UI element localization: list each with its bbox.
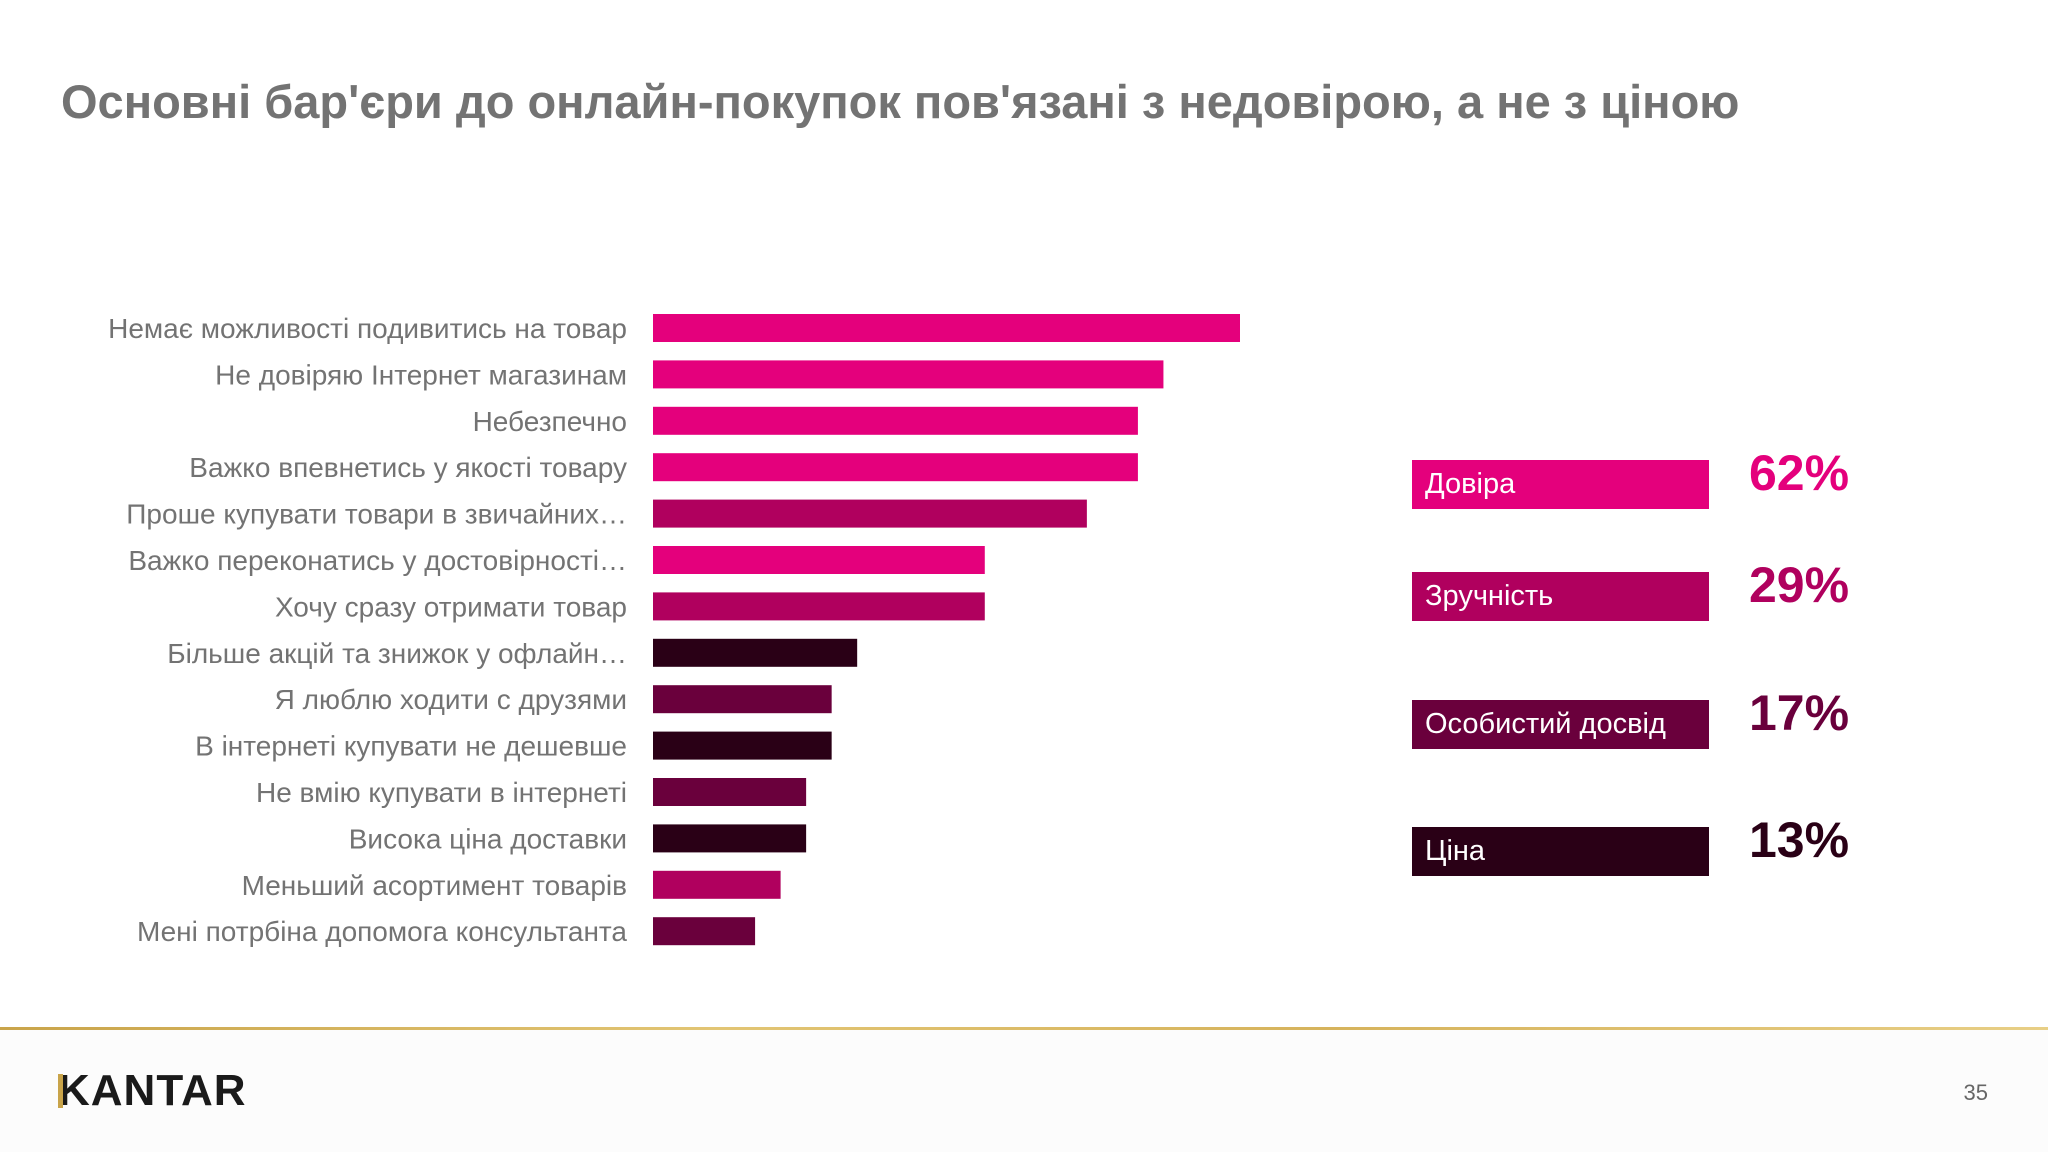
legend-label-experience: Особистий досвід	[1412, 700, 1709, 749]
bar-3	[653, 406, 1138, 435]
category-label-10: В інтернеті купувати не дешевше	[195, 731, 627, 762]
legend-value-trust: 62%	[1749, 445, 1850, 501]
category-label-5: Проше купувати товари в звичайних…	[126, 499, 627, 530]
bar-9	[653, 685, 832, 714]
category-label-12: Висока ціна доставки	[349, 823, 627, 854]
bar-7	[653, 592, 985, 621]
category-label-8: Більше акцій та знижок у офлайн…	[167, 638, 627, 669]
bar-10	[653, 731, 832, 760]
legend-label-convenience: Зручність	[1412, 572, 1709, 621]
page-title: Основні бар'єри до онлайн-покупок пов'яз…	[61, 75, 1740, 128]
category-label-14: Мені потрбіна допомога консультанта	[137, 916, 627, 947]
category-label-9: Я люблю ходити с друзями	[275, 684, 627, 715]
category-label-3: Небезпечно	[473, 406, 627, 437]
legend-value-experience: 17%	[1749, 685, 1850, 741]
footer-divider	[0, 1027, 2048, 1030]
legend-label-trust: Довіра	[1412, 460, 1709, 509]
legend-label-price: Ціна	[1412, 827, 1709, 876]
category-label-13: Меньший асортимент товарів	[242, 870, 627, 901]
bar-11	[653, 778, 807, 806]
category-label-1: Немає можливості подивитись на товар	[108, 313, 627, 344]
category-label-4: Важко впевнетись у якості товару	[189, 452, 627, 483]
bar-chart: Немає можливості подивитись на товар Не д…	[108, 313, 1240, 947]
page-number: 35	[1963, 1080, 1988, 1105]
footer	[0, 1030, 2048, 1152]
legend-value-price: 13%	[1749, 812, 1850, 868]
category-label-11: Не вмію купувати в інтернеті	[256, 777, 627, 808]
bar-2	[653, 360, 1164, 389]
bar-12	[653, 824, 807, 853]
bar-14	[653, 917, 756, 946]
kantar-logo: KANTAR	[58, 1066, 247, 1115]
category-label-7: Хочу сразу отримати товар	[275, 591, 627, 622]
bar-13	[653, 870, 781, 899]
category-label-6: Важко переконатись у достовірності…	[128, 545, 627, 576]
bar-1	[653, 314, 1240, 342]
category-label-2: Не довіряю Інтернет магазинам	[215, 359, 627, 390]
bar-5	[653, 499, 1087, 528]
bar-6	[653, 546, 985, 574]
bar-4	[653, 453, 1138, 482]
legend-value-convenience: 29%	[1749, 557, 1850, 613]
bar-8	[653, 638, 858, 667]
